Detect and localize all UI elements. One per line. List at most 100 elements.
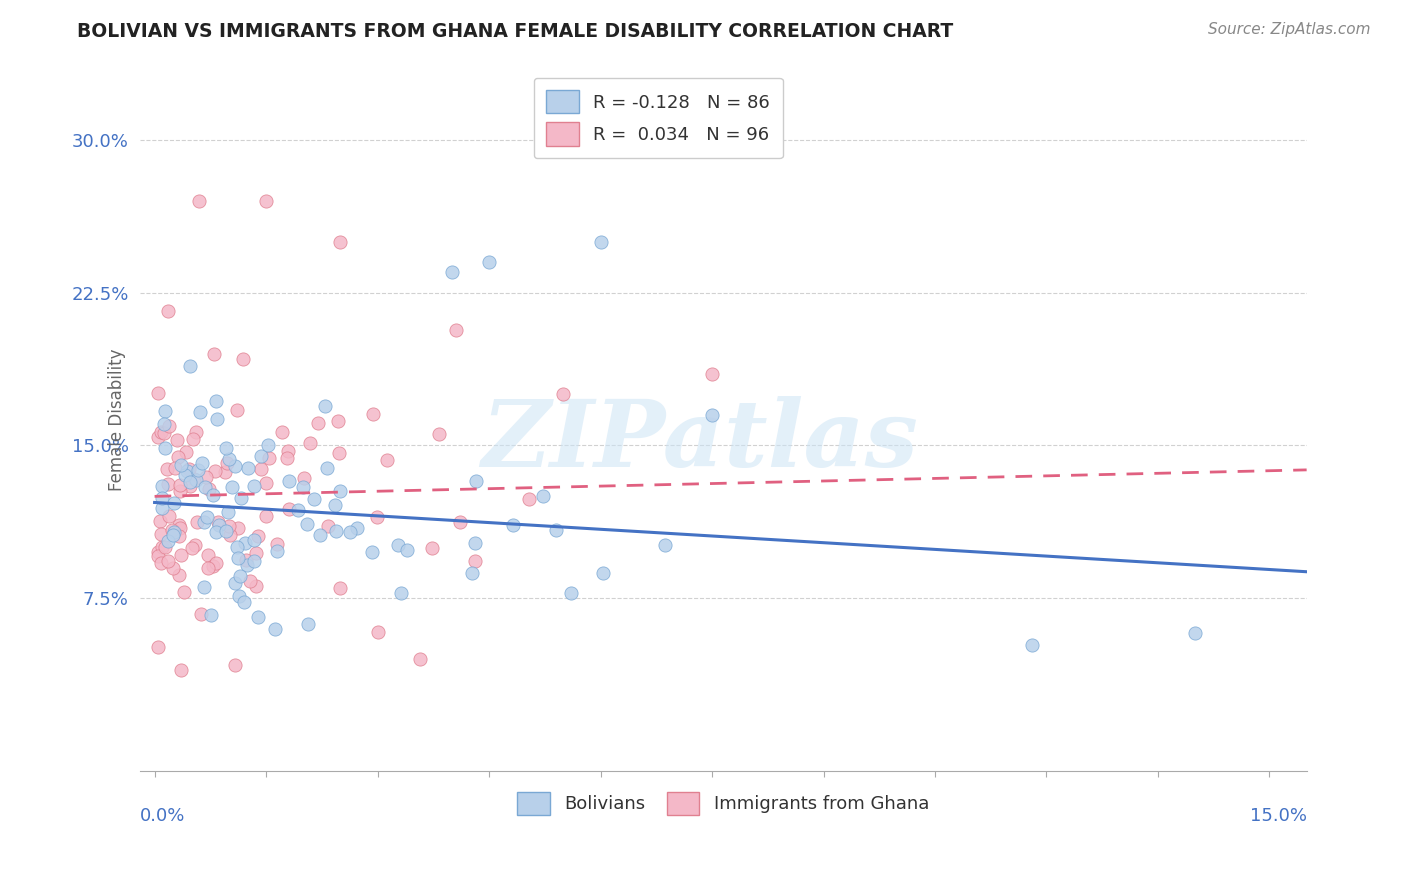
Point — [218, 528, 240, 542]
Point — [160, 523, 183, 537]
Point — [153, 425, 176, 440]
Point — [157, 304, 180, 318]
Point — [148, 640, 170, 654]
Y-axis label: Female Disability: Female Disability — [108, 349, 127, 491]
Point — [297, 616, 319, 631]
Point — [420, 541, 443, 555]
Point — [186, 473, 208, 487]
Point — [502, 517, 524, 532]
Point — [361, 545, 384, 559]
Point — [464, 553, 486, 567]
Point — [592, 566, 614, 580]
Point — [224, 658, 246, 673]
Point — [169, 521, 191, 535]
Point — [169, 663, 191, 677]
Point — [193, 515, 215, 529]
Point — [700, 408, 723, 422]
Legend: Bolivians, Immigrants from Ghana: Bolivians, Immigrants from Ghana — [510, 784, 936, 822]
Point — [440, 265, 463, 279]
Point — [148, 549, 170, 563]
Point — [325, 524, 347, 538]
Point — [266, 544, 288, 558]
Point — [205, 412, 228, 426]
Point — [217, 456, 239, 470]
Point — [245, 546, 267, 560]
Point — [460, 566, 482, 581]
Point — [231, 491, 253, 505]
Point — [254, 509, 277, 524]
Point — [156, 462, 179, 476]
Point — [166, 450, 188, 464]
Point — [181, 432, 204, 446]
Point — [1184, 625, 1206, 640]
Point — [183, 472, 205, 486]
Point — [157, 419, 180, 434]
Point — [198, 482, 221, 496]
Point — [329, 235, 352, 249]
Point — [302, 492, 325, 507]
Point — [544, 523, 567, 537]
Point — [387, 538, 409, 552]
Point — [232, 595, 254, 609]
Point — [148, 386, 170, 401]
Point — [389, 586, 412, 600]
Point — [204, 464, 226, 478]
Point — [229, 569, 252, 583]
Point — [202, 347, 225, 361]
Point — [325, 499, 347, 513]
Point — [292, 471, 315, 485]
Point — [266, 537, 288, 551]
Point — [465, 474, 488, 488]
Point — [193, 580, 215, 594]
Point — [246, 529, 269, 543]
Point — [250, 449, 273, 463]
Point — [478, 255, 501, 269]
Point — [167, 517, 190, 532]
Point — [315, 461, 337, 475]
Point — [298, 436, 321, 450]
Point — [242, 554, 264, 568]
Point — [148, 430, 170, 444]
Point — [254, 476, 277, 491]
Point — [166, 433, 188, 447]
Point — [186, 515, 208, 529]
Point — [167, 567, 190, 582]
Point — [197, 561, 219, 575]
Point — [444, 323, 467, 337]
Point — [207, 515, 229, 529]
Point — [225, 540, 247, 554]
Point — [329, 581, 352, 595]
Point — [156, 477, 179, 491]
Point — [276, 451, 298, 466]
Point — [245, 579, 267, 593]
Point — [195, 510, 218, 524]
Point — [278, 474, 301, 488]
Point — [531, 489, 554, 503]
Point — [187, 463, 209, 477]
Point — [427, 427, 450, 442]
Point — [395, 543, 418, 558]
Point — [162, 528, 184, 542]
Point — [204, 394, 226, 409]
Point — [309, 527, 332, 541]
Point — [553, 387, 575, 401]
Point — [149, 425, 172, 439]
Point — [156, 554, 179, 568]
Point — [218, 518, 240, 533]
Point — [236, 461, 259, 475]
Point — [228, 589, 250, 603]
Point — [150, 478, 173, 492]
Point — [339, 524, 361, 539]
Point — [217, 504, 239, 518]
Text: ZIPatlas: ZIPatlas — [481, 396, 918, 486]
Point — [254, 194, 277, 208]
Text: Source: ZipAtlas.com: Source: ZipAtlas.com — [1208, 22, 1371, 37]
Point — [150, 491, 173, 505]
Point — [214, 465, 236, 479]
Point — [155, 404, 177, 418]
Point — [1021, 638, 1043, 652]
Point — [179, 475, 201, 489]
Point — [148, 545, 170, 559]
Point — [201, 558, 224, 573]
Point — [329, 483, 352, 498]
